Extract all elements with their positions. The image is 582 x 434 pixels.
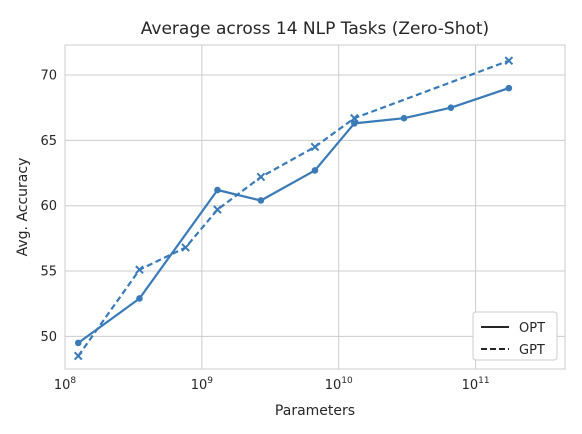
data-point [74, 339, 82, 347]
data-point [213, 205, 222, 214]
x-tick-base: 10 [325, 378, 342, 393]
x-tick-base: 10 [462, 378, 479, 393]
data-point [214, 186, 221, 194]
x-tick-exponent: 10 [341, 376, 353, 386]
x-tick-exponent: 11 [478, 376, 489, 386]
legend-gpt-label: GPT [519, 343, 545, 358]
data-point [136, 295, 143, 302]
series-layer [73, 56, 514, 361]
chart-title: Average across 14 NLP Tasks (Zero-Shot) [141, 19, 489, 39]
data-point [181, 243, 190, 252]
data-point [73, 351, 83, 361]
series-line [77, 59, 510, 357]
x-tick-exponent: 8 [70, 376, 76, 386]
series-gpt [73, 56, 514, 361]
y-tick-label: 50 [40, 330, 57, 345]
data-point [350, 113, 359, 123]
x-tick-label: 1011 [462, 376, 490, 393]
data-point [504, 56, 514, 65]
data-point [256, 172, 266, 182]
x-tick-label: 109 [191, 376, 214, 393]
series-opt [74, 84, 513, 347]
x-tick-exponent: 9 [207, 376, 213, 386]
data-point [351, 120, 358, 127]
data-point [311, 167, 319, 174]
plot-frame [64, 44, 566, 370]
x-tick-label: 1010 [325, 376, 353, 393]
data-point [310, 142, 320, 152]
y-axis-label: Avg. Accuracy [15, 158, 31, 257]
data-point [447, 104, 455, 112]
y-tick-label: 60 [40, 199, 57, 214]
data-point [257, 197, 265, 204]
x-tick-label: 108 [54, 376, 77, 393]
y-tick-label: 65 [40, 134, 57, 149]
y-tick-label: 70 [40, 69, 57, 84]
legend-opt-label: OPT [519, 321, 545, 336]
y-tick-label: 55 [40, 265, 57, 280]
data-point [400, 114, 408, 122]
x-tick-base: 10 [54, 378, 71, 393]
data-point [505, 84, 513, 92]
legend: OPT GPT [472, 311, 558, 361]
data-point [135, 265, 144, 275]
x-tick-base: 10 [191, 378, 208, 393]
x-axis-label: Parameters [275, 403, 355, 419]
